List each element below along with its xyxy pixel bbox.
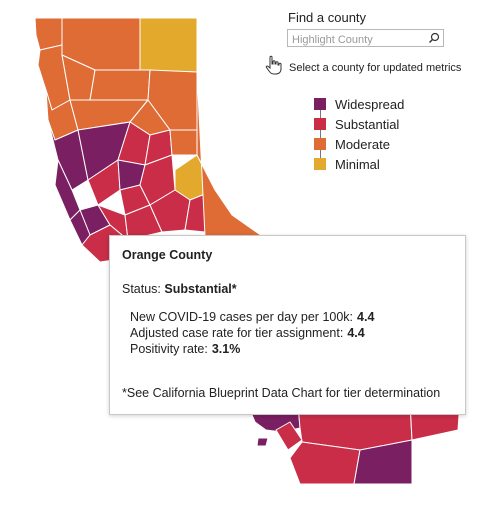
county-tooltip: Orange County Status: Substantial* New C… <box>109 235 466 415</box>
metric-label: Adjusted case rate for tier assignment: <box>130 326 344 340</box>
metric-value: 4.4 <box>347 326 365 340</box>
legend-swatch-widespread <box>314 98 326 110</box>
county-el-dorado[interactable] <box>139 154 176 206</box>
legend-label: Minimal <box>335 156 380 172</box>
county-search-box[interactable] <box>287 29 444 48</box>
metric-value: 3.1% <box>211 342 241 356</box>
tooltip-metrics: New COVID-19 cases per day per 100k: 4.4 … <box>130 309 374 357</box>
legend-label: Widespread <box>335 96 405 112</box>
county-channel-island[interactable] <box>256 437 269 447</box>
legend-swatch-minimal <box>314 158 326 170</box>
metric-label: New COVID-19 cases per day per 100k: <box>130 310 354 324</box>
tooltip-status: Status: Substantial* <box>122 282 237 296</box>
hand-pointer-icon <box>265 55 282 75</box>
tooltip-county-name: Orange County <box>122 248 213 262</box>
county-inyo[interactable] <box>196 71 263 237</box>
county-shasta[interactable] <box>89 69 151 101</box>
tooltip-footnote: *See California Blueprint Data Chart for… <box>122 386 441 400</box>
county-san-diego[interactable] <box>289 441 361 485</box>
county-nevada-placer[interactable] <box>169 129 198 156</box>
county-del-norte[interactable] <box>34 17 63 51</box>
legend-label: Moderate <box>335 136 390 152</box>
county-search-input[interactable] <box>288 32 424 48</box>
tooltip-status-value: Substantial* <box>164 282 237 296</box>
legend-swatch-moderate <box>314 138 326 150</box>
metric-label: Positivity rate: <box>130 342 208 356</box>
tooltip-metric-positivity: Positivity rate: 3.1% <box>130 341 374 357</box>
county-modoc[interactable] <box>139 17 198 73</box>
legend-connector-line <box>320 102 321 162</box>
county-orange[interactable] <box>275 421 303 451</box>
county-imperial[interactable] <box>353 439 413 485</box>
legend-item-widespread[interactable]: Widespread <box>314 94 404 114</box>
tooltip-status-label: Status: <box>122 282 161 296</box>
metric-value: 4.4 <box>357 310 375 324</box>
legend-label: Substantial <box>335 116 400 132</box>
tier-legend: Widespread Substantial Moderate Minimal <box>314 94 404 174</box>
legend-item-moderate[interactable]: Moderate <box>314 134 404 154</box>
legend-item-minimal[interactable]: Minimal <box>314 154 404 174</box>
tooltip-metric-case-rate: New COVID-19 cases per day per 100k: 4.4 <box>130 309 374 325</box>
legend-swatch-substantial <box>314 118 326 130</box>
select-county-hint: Select a county for updated metrics <box>289 62 462 74</box>
find-county-title: Find a county <box>288 10 367 25</box>
tooltip-metric-adjusted-rate: Adjusted case rate for tier assignment: 4… <box>130 325 374 341</box>
legend-item-substantial[interactable]: Substantial <box>314 114 404 134</box>
search-icon[interactable] <box>428 32 440 44</box>
